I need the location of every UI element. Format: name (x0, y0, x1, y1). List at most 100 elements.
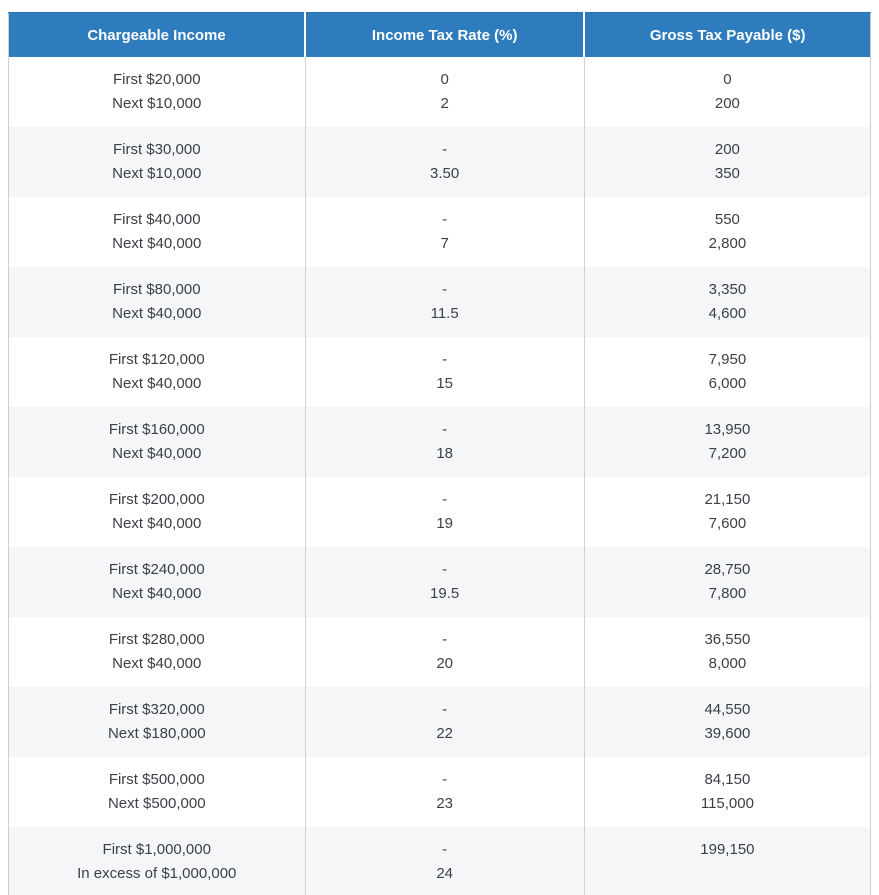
gross-tax-payable-cell-line: 200 (714, 141, 740, 158)
column-header-chargeable-income: Chargeable Income (8, 12, 306, 57)
income-tax-rate-cell-line: 11.5 (430, 305, 459, 322)
chargeable-income-cell-line: First $80,000 (112, 281, 201, 298)
table-row: First $120,000 Next $40,000 - 15 7,950 6,000 (8, 337, 871, 407)
chargeable-income-cell: First $280,000 Next $40,000 (9, 617, 306, 687)
chargeable-income-cell-line: Next $10,000 (112, 165, 202, 182)
gross-tax-payable-cell-line: 8,000 (708, 655, 747, 672)
chargeable-income-cell-line: First $200,000 (108, 491, 205, 508)
gross-tax-payable-cell: 21,150 7,600 (583, 477, 871, 547)
gross-tax-payable-cell-line: 7,950 (708, 351, 747, 368)
table-row: First $280,000 Next $40,000 - 20 36,550 8,000 (8, 617, 871, 687)
income-tax-rate-cell: - 15 (304, 337, 585, 407)
chargeable-income-cell-line: First $320,000 (108, 701, 205, 718)
income-tax-rate-cell-line: - (442, 421, 448, 438)
income-tax-rate-cell-line: 15 (436, 375, 453, 392)
table-row: First $320,000 Next $180,000 - 22 44,550 39,6… (8, 687, 871, 757)
gross-tax-payable-cell: 28,750 7,800 (583, 547, 871, 617)
chargeable-income-cell: First $40,000 Next $40,000 (9, 197, 306, 267)
income-tax-rate-cell-line: 18 (436, 445, 453, 462)
chargeable-income-cell-line: First $120,000 (108, 351, 205, 368)
gross-tax-payable-cell-line: 7,200 (708, 445, 747, 462)
income-tax-rate-cell: -7 (304, 197, 585, 267)
gross-tax-payable-cell-line: 3,350 (708, 281, 747, 298)
table-row: First $160,000 Next $40,000 - 18 13,950 7,200 (8, 407, 871, 477)
gross-tax-payable-cell: 3,350 4,600 (583, 267, 871, 337)
income-tax-rate-cell-line: 19.5 (430, 585, 460, 602)
income-tax-rate-cell-line: 0 (440, 71, 449, 88)
chargeable-income-cell-line: Next $40,000 (112, 655, 202, 672)
gross-tax-payable-cell-line: 115,000 (700, 795, 754, 812)
income-tax-rate-cell: - 24 (304, 827, 585, 895)
chargeable-income-cell-line: In excess of $1,000,000 (77, 865, 237, 882)
gross-tax-payable-cell-line: 13,950 (704, 421, 751, 438)
income-tax-rate-cell-line: - (442, 771, 448, 788)
income-tax-rate-cell-line: - (442, 211, 448, 228)
income-tax-rate-cell-line: - (442, 281, 448, 298)
gross-tax-payable-cell-line: 6,000 (708, 375, 747, 392)
chargeable-income-cell: First $20,000 Next $10,000 (9, 57, 306, 127)
table-row: First $40,000 Next $40,000-7 550 2,800 (8, 197, 871, 267)
chargeable-income-cell-line: First $160,000 (108, 421, 205, 438)
income-tax-rate-cell: - 11.5 (304, 267, 585, 337)
income-tax-rate-cell: - 3.50 (304, 127, 585, 197)
chargeable-income-cell-line: Next $40,000 (112, 375, 202, 392)
income-tax-rate-cell-line: 24 (436, 865, 453, 882)
chargeable-income-cell: First $200,000 Next $40,000 (9, 477, 306, 547)
gross-tax-payable-cell: 0 200 (583, 57, 871, 127)
chargeable-income-cell: First $320,000 Next $180,000 (9, 687, 306, 757)
gross-tax-payable-cell-line: 84,150 (704, 771, 751, 788)
gross-tax-payable-cell: 13,950 7,200 (583, 407, 871, 477)
gross-tax-payable-cell-line: 0 (723, 71, 732, 88)
gross-tax-payable-cell-line: 199,150 (700, 841, 755, 858)
chargeable-income-cell-line: Next $40,000 (112, 235, 202, 252)
income-tax-rate-cell: - 23 (304, 757, 585, 827)
income-tax-rate-cell: - 19.5 (304, 547, 585, 617)
table-row: First $20,000 Next $10,000 0 2 0 200 (8, 57, 871, 127)
chargeable-income-cell-line: Next $500,000 (107, 795, 206, 812)
gross-tax-payable-cell: 36,550 8,000 (583, 617, 871, 687)
chargeable-income-cell: First $240,000 Next $40,000 (9, 547, 306, 617)
income-tax-rate-cell-line: 22 (436, 725, 453, 742)
table-row: First $500,000 Next $500,000 - 23 84,150 115,… (8, 757, 871, 827)
income-tax-rate-cell-line: - (442, 701, 448, 718)
income-tax-rate-cell-line: - (442, 141, 448, 158)
gross-tax-payable-cell-line: 4,600 (708, 305, 747, 322)
income-tax-table: Chargeable Income Income Tax Rate (%) Gr… (8, 12, 871, 895)
gross-tax-payable-cell-line: 200 (714, 95, 740, 112)
chargeable-income-cell-line: First $30,000 (112, 141, 201, 158)
gross-tax-payable-cell-line: 28,750 (704, 561, 751, 578)
income-tax-rate-cell-line: - (442, 351, 448, 368)
income-tax-rate-cell-line: 20 (436, 655, 453, 672)
column-header-income-tax-rate: Income Tax Rate (%) (304, 12, 585, 57)
income-tax-rate-cell-line: 7 (440, 235, 449, 252)
income-tax-rate-cell-line: 3.50 (430, 165, 460, 182)
table-row: First $200,000 Next $40,000 - 19 21,150 7,600 (8, 477, 871, 547)
chargeable-income-cell-line: Next $40,000 (112, 445, 202, 462)
income-tax-rate-cell-line: 2 (440, 95, 449, 112)
chargeable-income-cell: First $120,000 Next $40,000 (9, 337, 306, 407)
gross-tax-payable-cell-line: 7,600 (708, 515, 747, 532)
chargeable-income-cell-line: Next $180,000 (107, 725, 206, 742)
gross-tax-payable-cell: 550 2,800 (583, 197, 871, 267)
table-row: First $80,000 Next $40,000 - 11.5 3,350 4,600 (8, 267, 871, 337)
gross-tax-payable-cell-line: 39,600 (704, 725, 751, 742)
income-tax-rate-cell-line: - (442, 631, 448, 648)
table-row: First $240,000 Next $40,000 - 19.5 28,750 7,8… (8, 547, 871, 617)
chargeable-income-cell-line: First $240,000 (108, 561, 205, 578)
chargeable-income-cell: First $80,000 Next $40,000 (9, 267, 306, 337)
chargeable-income-cell: First $500,000 Next $500,000 (9, 757, 306, 827)
column-header-gross-tax-payable: Gross Tax Payable ($) (583, 12, 871, 57)
gross-tax-payable-cell-line: 21,150 (704, 491, 751, 508)
income-tax-rate-cell: - 18 (304, 407, 585, 477)
chargeable-income-cell-line: Next $40,000 (112, 305, 202, 322)
gross-tax-payable-cell: 200 350 (583, 127, 871, 197)
chargeable-income-cell-line: Next $10,000 (112, 95, 202, 112)
table-header: Chargeable Income Income Tax Rate (%) Gr… (8, 12, 871, 57)
chargeable-income-cell-line: First $280,000 (108, 631, 205, 648)
income-tax-rate-cell-line: 19 (436, 515, 453, 532)
income-tax-rate-cell-line: 23 (436, 795, 453, 812)
income-tax-rate-cell: - 19 (304, 477, 585, 547)
chargeable-income-cell-line: First $20,000 (112, 71, 201, 88)
